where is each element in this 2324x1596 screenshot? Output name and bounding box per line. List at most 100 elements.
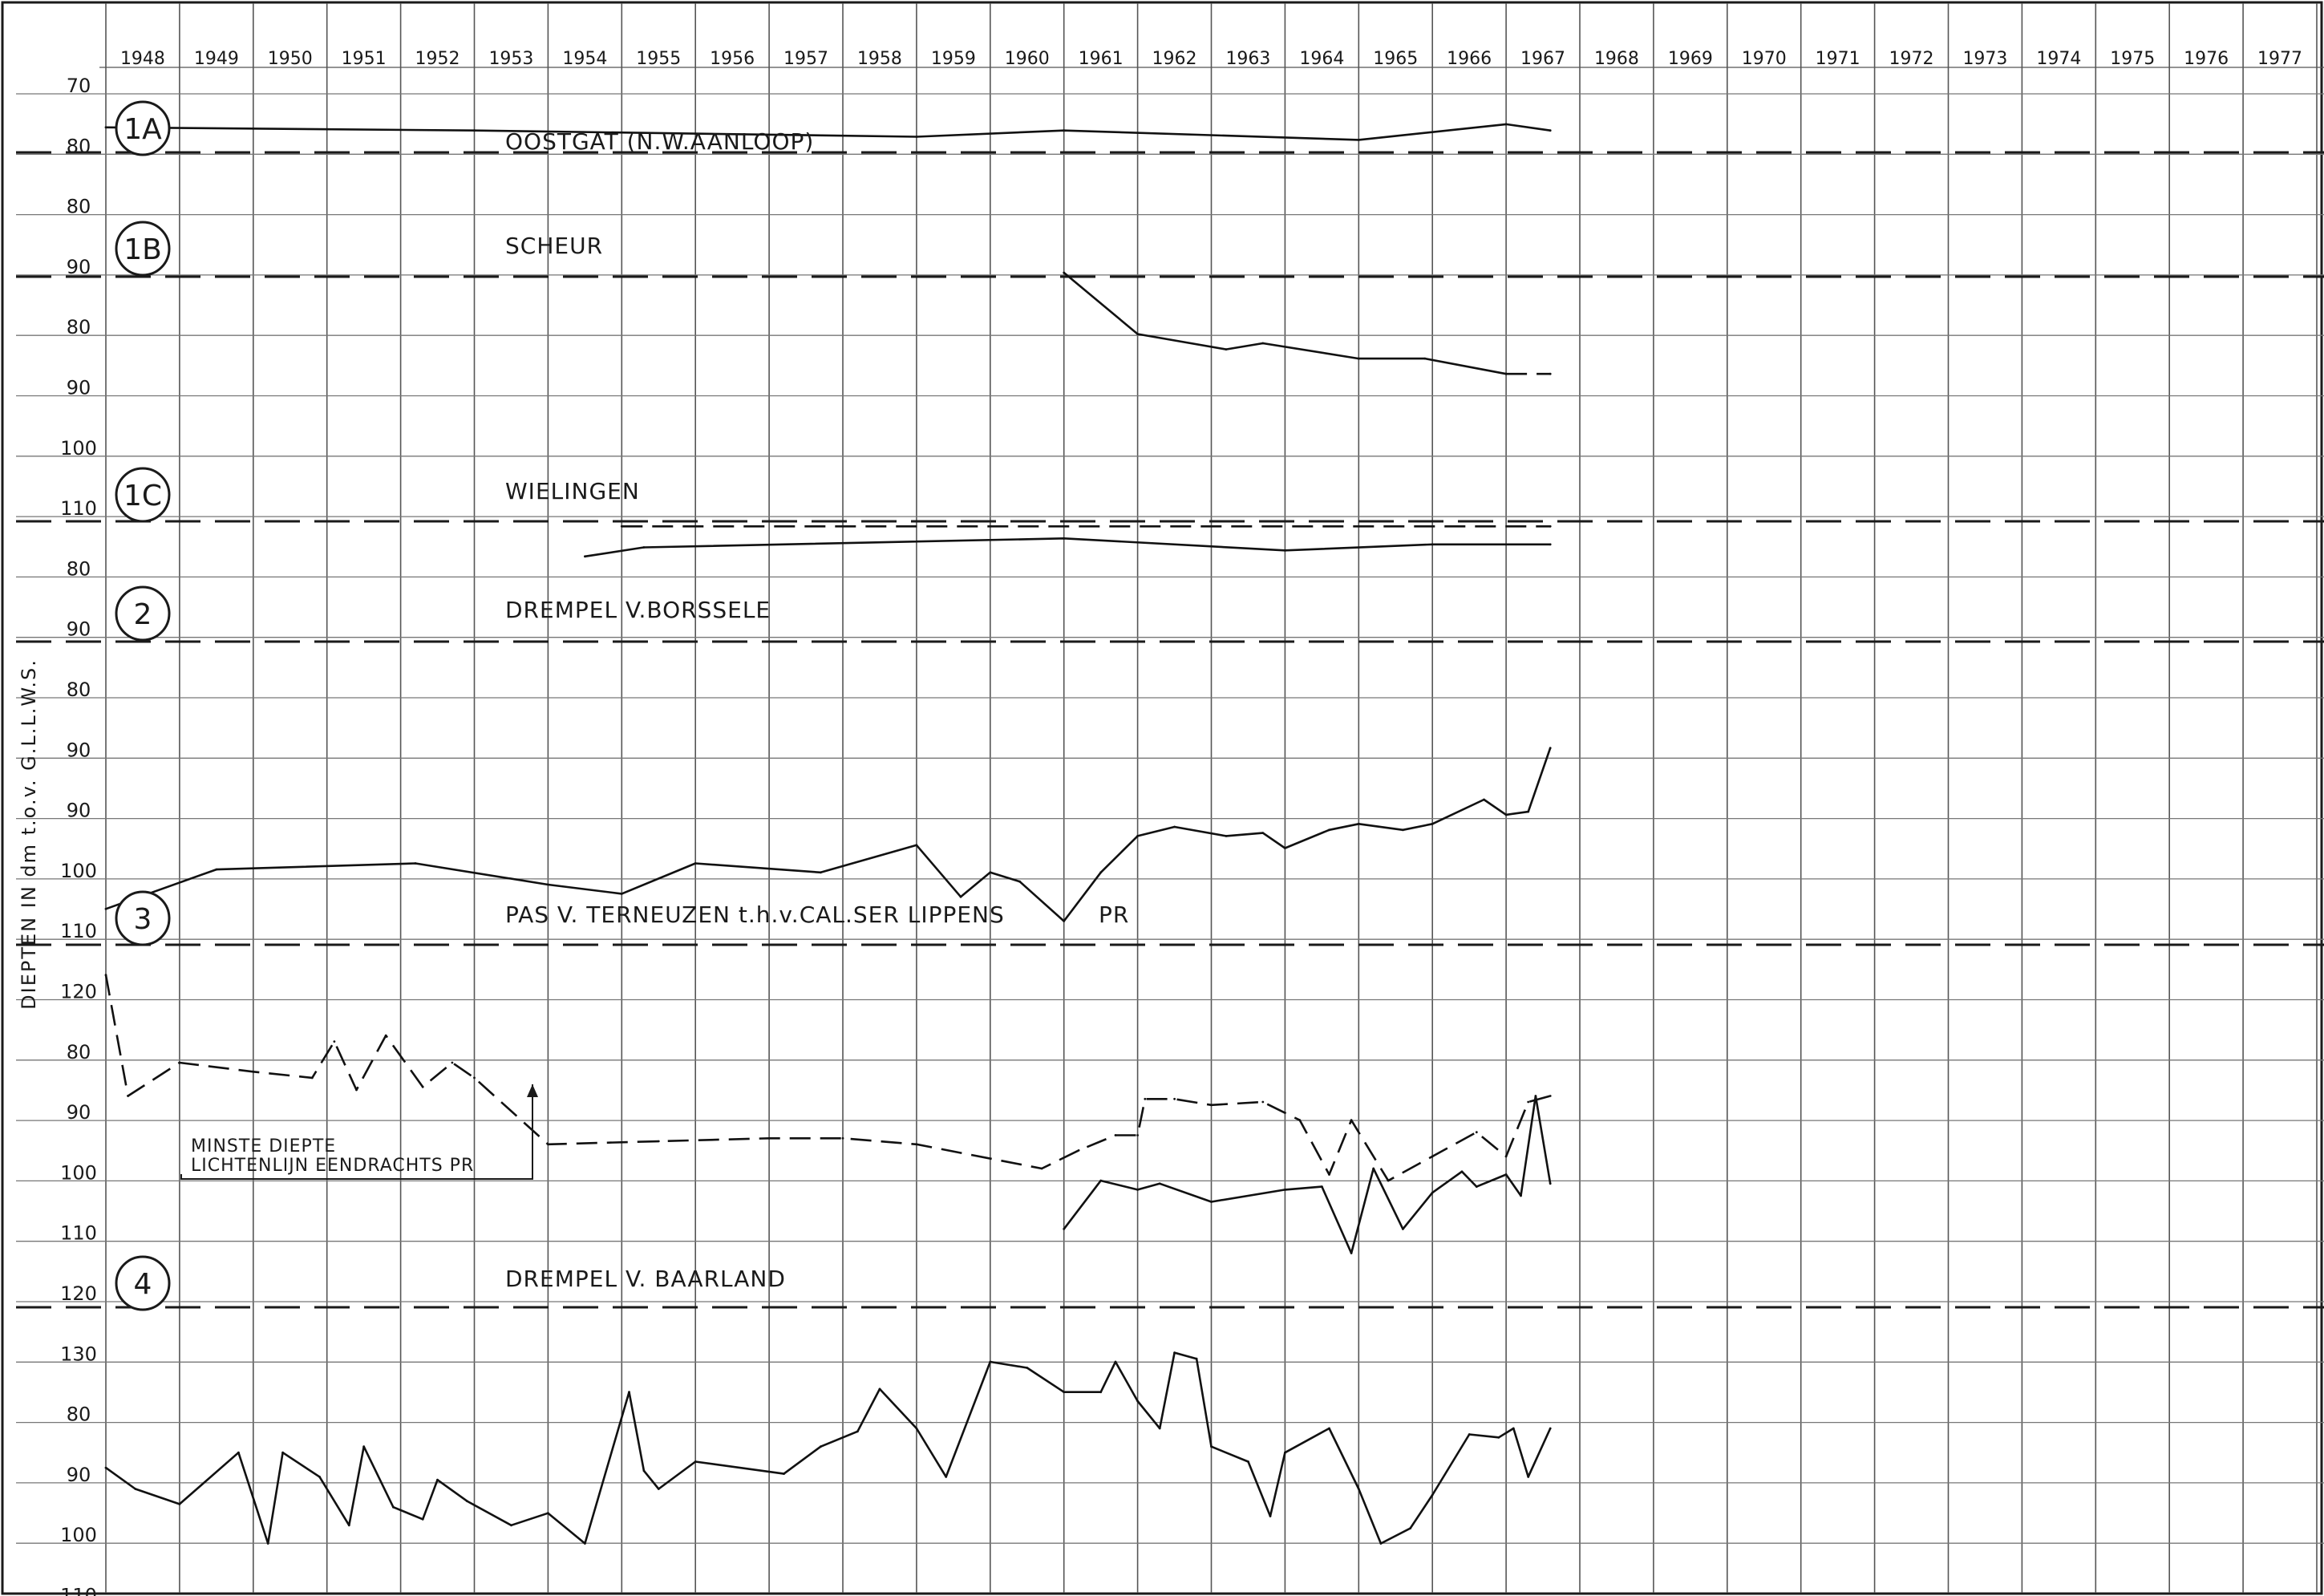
series-3-point <box>421 1085 424 1088</box>
depth-tick-label: 90 <box>67 739 91 761</box>
series-1B-point <box>1357 357 1360 360</box>
panel-marker-circle <box>115 100 171 156</box>
series-3-point <box>127 1095 130 1097</box>
series-4-point <box>1284 1451 1286 1454</box>
series-2-point <box>1504 813 1508 816</box>
depth-tick-label: 80 <box>67 1404 91 1426</box>
panel-marker-id: 3 <box>134 903 152 936</box>
series-2-point <box>1357 822 1360 825</box>
series-3-point <box>333 1040 336 1043</box>
series-4-point <box>1328 1427 1330 1430</box>
series-3-point <box>1402 1228 1404 1230</box>
year-label: 1957 <box>783 49 828 69</box>
series-1C-point <box>642 546 646 549</box>
panel-title-3: PAS V. TERNEUZEN t.h.v.CAL.SER LIPPENS <box>505 901 1005 928</box>
year-labels: 1948 1949 1950 1951 1952 1953 1954 1955 1956 1957… <box>120 49 2302 69</box>
annotation-bracket <box>180 1084 533 1180</box>
series-1A-point <box>1063 129 1066 132</box>
panel-title-suffix: PR <box>1099 901 1129 928</box>
series-4-point <box>465 1500 468 1502</box>
series-3-point <box>1387 1179 1390 1182</box>
panel-marker-1A: 1A <box>115 100 171 156</box>
series-4-point <box>1247 1460 1249 1463</box>
panel-marker-circle <box>115 467 171 523</box>
series-3-point <box>451 1061 454 1064</box>
series-1C-point <box>1431 543 1434 546</box>
series-3-point <box>1520 1194 1522 1197</box>
panel-title-1A: OOSTGAT (N.W.AANLOOP) <box>505 128 814 155</box>
series-2-point <box>989 871 992 874</box>
series-4-point <box>1063 1391 1066 1394</box>
series-4-point <box>1379 1542 1383 1545</box>
series-3-point <box>1460 1170 1464 1173</box>
panel-marker-id: 1B <box>123 233 162 266</box>
series-3-point <box>1527 1100 1530 1104</box>
series-3-point <box>1534 1095 1537 1097</box>
series-3-point <box>1350 1119 1353 1122</box>
series-2-point <box>1099 871 1103 874</box>
annotation-box: MINSTE DIEPTE LICHTENLIJN EENDRACHTS PR <box>180 1084 538 1180</box>
series-4-point <box>628 1391 630 1394</box>
panel-marker-circle <box>115 1255 171 1311</box>
series-4-point <box>347 1524 350 1527</box>
series-1A-point <box>473 129 476 132</box>
depth-tick-label: 90 <box>67 377 91 399</box>
series-2-point <box>104 907 107 910</box>
series-3-point <box>310 1076 314 1080</box>
year-label: 1949 <box>194 49 239 69</box>
series-3-point <box>384 1034 387 1037</box>
series-3-point <box>1136 1134 1139 1136</box>
panel-title-4: DREMPEL V. BAARLAND <box>505 1266 786 1292</box>
year-label: 1974 <box>2036 49 2081 69</box>
series-4-point <box>1527 1476 1530 1478</box>
series-4-point <box>1136 1400 1139 1403</box>
series-3-point <box>1210 1201 1213 1203</box>
depth-tick-label: 90 <box>67 256 91 278</box>
series-4-point <box>878 1387 881 1391</box>
depth-tick-label: 100 <box>60 860 97 882</box>
depth-tick-label: 110 <box>60 1222 97 1245</box>
series-1B-point <box>1504 372 1508 375</box>
series-lines <box>104 123 1552 1545</box>
series-4-point <box>1497 1436 1500 1439</box>
year-label: 1965 <box>1373 49 1418 69</box>
series-2-point <box>1549 747 1552 749</box>
series-4-point <box>657 1488 660 1490</box>
series-1C-point <box>1063 537 1066 540</box>
series-4-point <box>1158 1427 1161 1430</box>
series-2-point <box>1225 835 1228 837</box>
year-label: 1958 <box>857 49 902 69</box>
year-label: 1953 <box>488 49 533 69</box>
series-2-point <box>1483 798 1485 801</box>
depth-tick-label: 110 <box>60 920 97 942</box>
annotation-arrowhead <box>527 1084 538 1097</box>
series-4-point <box>104 1466 107 1469</box>
series-1B-point <box>1549 372 1552 375</box>
series-1B-point <box>1261 342 1265 345</box>
series-1C-point <box>1549 543 1552 546</box>
series-2-point <box>1018 880 1021 883</box>
series-2-point <box>915 844 918 847</box>
series-2-point <box>215 868 218 871</box>
series-4-point <box>421 1517 424 1521</box>
panel-marker-2: 2 <box>115 585 171 642</box>
depth-tick-label: 110 <box>60 497 97 520</box>
series-3-point <box>1504 1173 1508 1176</box>
year-label: 1970 <box>1742 49 1787 69</box>
depth-tick-label: 80 <box>67 316 91 338</box>
series-4-point <box>989 1360 992 1363</box>
series-4-point <box>1173 1351 1176 1354</box>
series-2-point <box>1527 810 1530 813</box>
depth-tick-label: 130 <box>60 1343 97 1365</box>
series-3-point <box>104 974 107 977</box>
depth-tick-label: 90 <box>67 1464 91 1486</box>
year-label: 1951 <box>342 49 387 69</box>
depth-tick-label: 80 <box>67 557 91 580</box>
year-label: 1961 <box>1079 49 1124 69</box>
series-2-solid-line <box>105 747 1552 922</box>
series-4-point <box>510 1524 512 1527</box>
series-3-point <box>1328 1173 1330 1176</box>
series-3-point <box>1475 1185 1478 1188</box>
